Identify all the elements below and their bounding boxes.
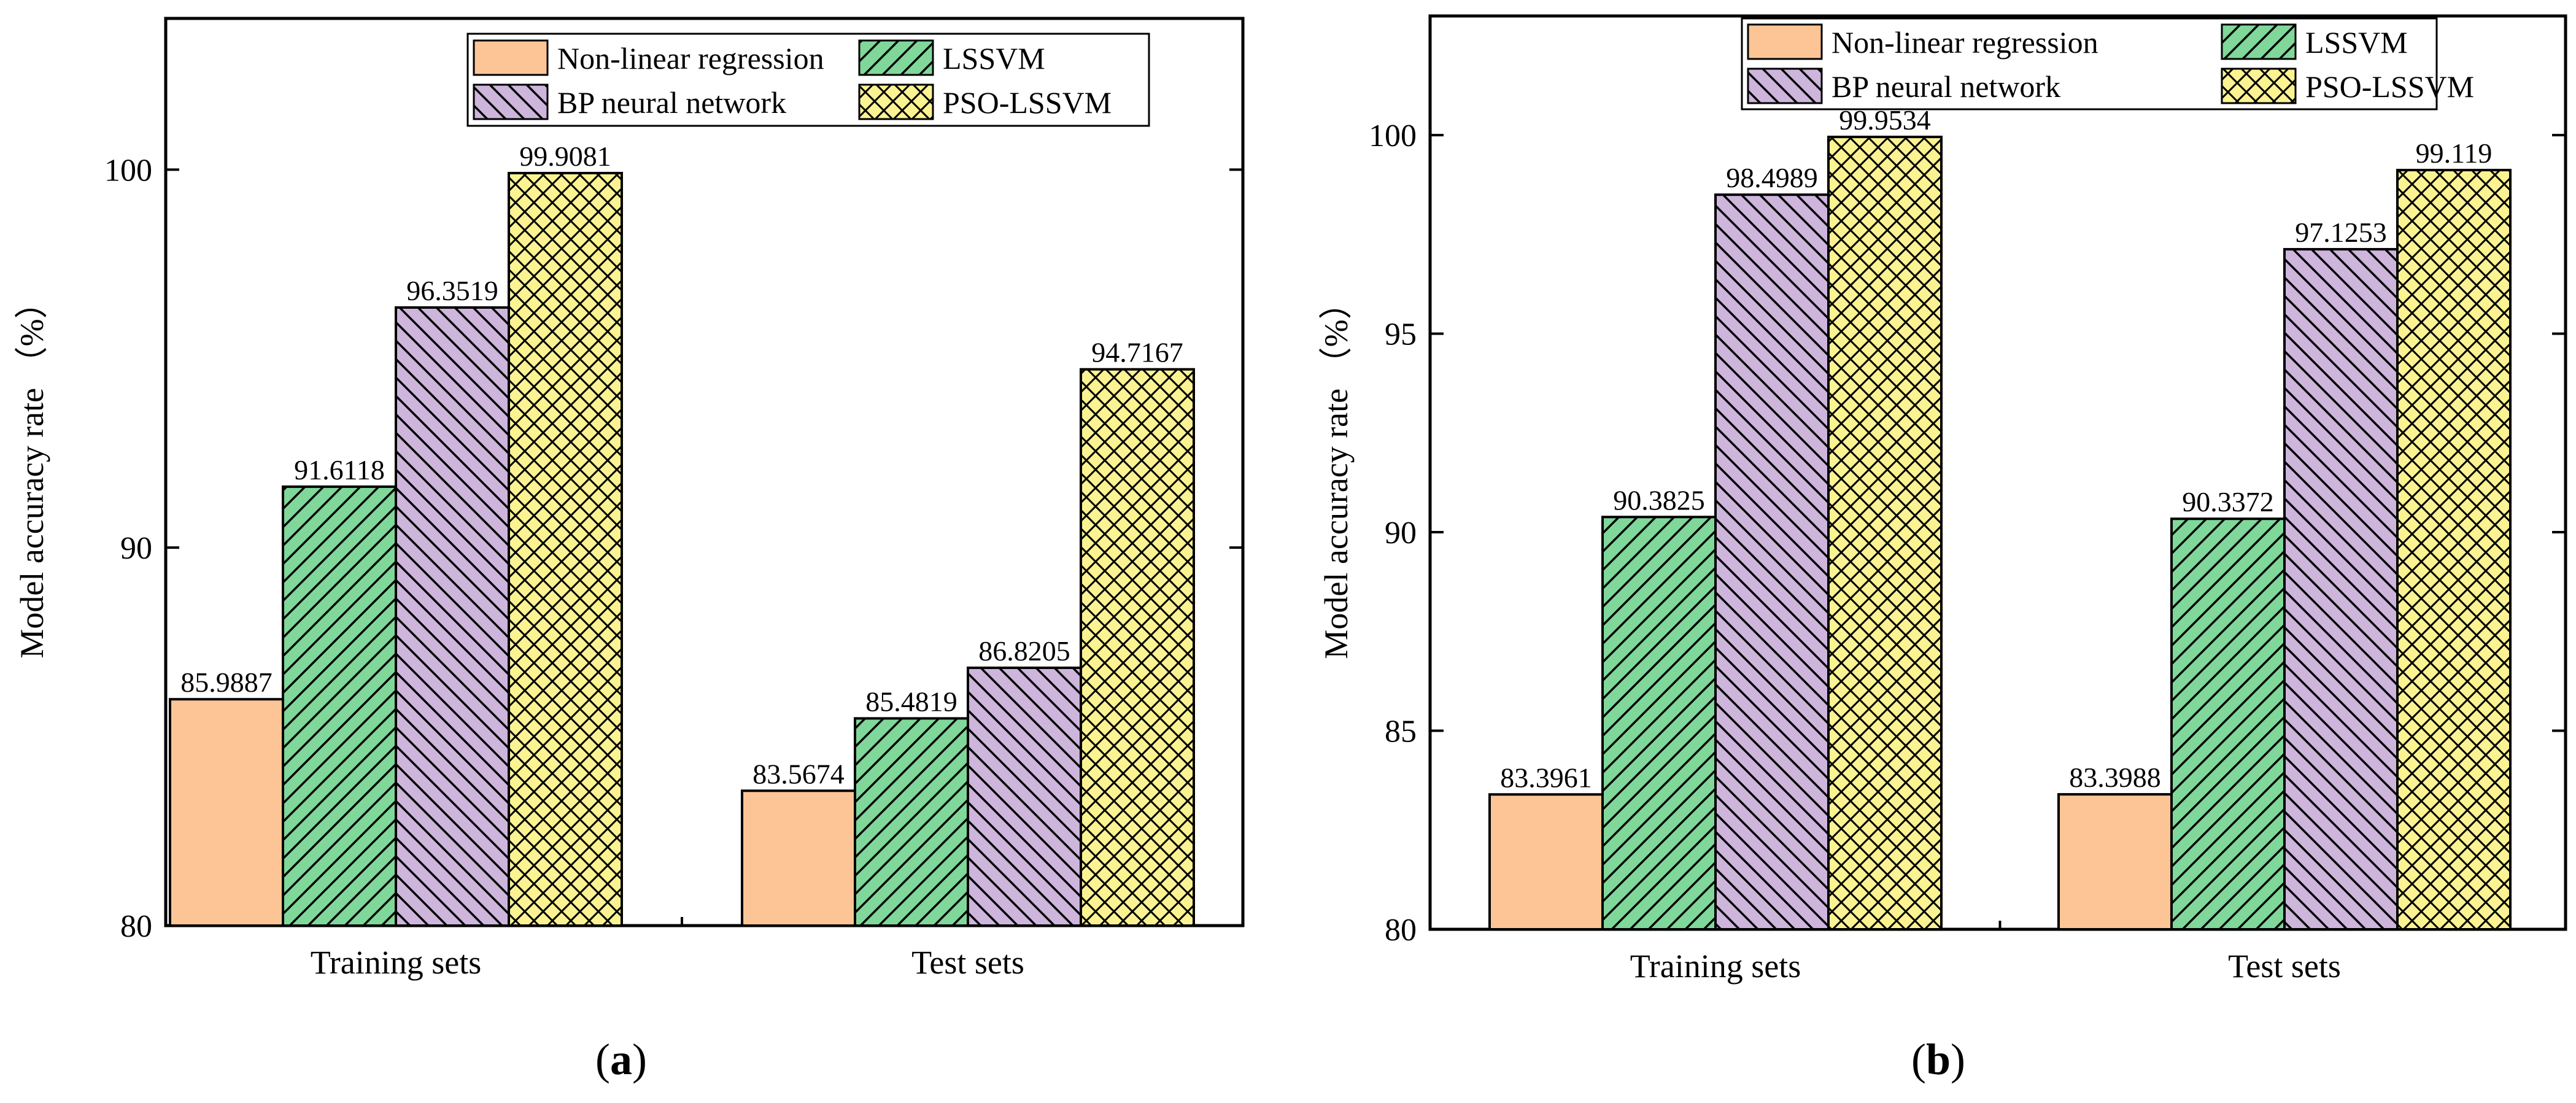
legend-b-label-nonlinear: Non-linear regression	[1831, 25, 2098, 60]
legend-b-label-bp: BP neural network	[1831, 69, 2060, 104]
y-axis-label-a: Model accuracy rate （%）	[14, 285, 50, 658]
data-label-a-lssvm-1: 85.4819	[865, 686, 957, 717]
bar-a-nonlinear-1	[741, 789, 856, 927]
legend-b-swatch-lssvm	[2221, 23, 2297, 60]
bar-b-pso-1	[2396, 169, 2512, 931]
data-label-a-lssvm-0: 91.6118	[294, 454, 385, 486]
legend-b-swatch-nonlinear	[1747, 23, 1823, 60]
bar-b-lssvm-0	[1601, 516, 1717, 931]
bar-b-nonlinear-1	[2057, 793, 2173, 931]
legend-b-label-lssvm: LSSVM	[2305, 25, 2408, 60]
x-axis-a: Training sets Test sets	[311, 912, 1024, 981]
data-label-a-nonlinear-1: 83.5674	[752, 758, 845, 789]
data-label-a-pso-0: 99.9081	[519, 141, 611, 172]
bar-b-nonlinear-0	[1488, 793, 1604, 931]
legend-a-swatch-pso	[858, 83, 934, 120]
bar-a-lssvm-0	[282, 485, 397, 927]
y-axis-label-b: Model accuracy rate （%）	[1318, 286, 1355, 659]
y-axis-b: 80 85 90 95 100	[1369, 118, 2566, 948]
y-tick-label-b-2: 90	[1385, 516, 1417, 551]
y-tick-label-b-0: 80	[1385, 913, 1417, 948]
bar-a-pso-0	[508, 171, 623, 927]
legend-b-label-pso: PSO-LSSVM	[2305, 69, 2474, 104]
y-tick-label-a-1: 90	[120, 531, 152, 566]
legend-a: Non-linear regression LSSVM BP neural ne…	[466, 33, 1150, 127]
panel-a: 80 90 100 Model accuracy rate （%） 85.9887 9…	[14, 17, 1245, 1084]
legend-a-label-pso: PSO-LSSVM	[943, 85, 1112, 120]
data-label-a-nonlinear-0: 85.9887	[180, 667, 273, 698]
data-label-b-bp-1: 97.1253	[2295, 217, 2387, 248]
bar-b-pso-0	[1827, 136, 1943, 931]
bars-b: 83.396190.382598.498999.953483.398890.33…	[1488, 104, 2512, 931]
data-label-a-bp-1: 86.8205	[978, 635, 1070, 667]
data-label-a-pso-1: 94.7167	[1091, 337, 1183, 368]
y-tick-label-b-4: 100	[1369, 118, 1417, 153]
y-axis-a: 80 90 100	[104, 153, 1243, 944]
bar-a-pso-1	[1080, 368, 1195, 927]
bar-a-bp-0	[395, 306, 510, 927]
data-label-b-pso-1: 99.119	[2416, 137, 2493, 169]
panel-b: 80 85 90 95 100 Model accuracy rate （%） 83.3…	[1318, 14, 2567, 1084]
bar-b-bp-0	[1714, 193, 1830, 931]
legend-a-swatch-nonlinear	[473, 39, 549, 76]
x-tick-label-b-1: Test sets	[2228, 948, 2341, 985]
legend-a-frame	[466, 33, 1150, 127]
data-label-b-bp-0: 98.4989	[1726, 162, 1818, 193]
x-tick-label-b-0: Training sets	[1630, 948, 1801, 985]
panel-a-letter: a	[610, 1035, 632, 1084]
y-tick-label-a-0: 80	[120, 909, 152, 944]
bar-a-lssvm-1	[854, 717, 969, 927]
plot-frame-b	[1428, 14, 2567, 931]
bar-b-lssvm-1	[2170, 517, 2286, 931]
x-axis-b: Training sets Test sets	[1630, 916, 2341, 985]
legend-a-label-bp: BP neural network	[557, 85, 786, 120]
legend-a-swatch-lssvm	[858, 39, 934, 76]
data-label-a-bp-0: 96.3519	[406, 275, 498, 306]
data-label-b-lssvm-1: 90.3372	[2182, 486, 2274, 517]
y-tick-label-b-1: 85	[1385, 714, 1417, 749]
bars-a: 85.9887 91.6118 96.3519 99.9081 83.5674 85.48…	[169, 141, 1195, 927]
panel-b-letter: b	[1926, 1035, 1951, 1084]
bar-a-bp-1	[967, 666, 1082, 927]
legend-a-label-lssvm: LSSVM	[943, 41, 1045, 75]
legend-a-label-nonlinear: Non-linear regression	[557, 41, 824, 75]
legend-b: Non-linear regression LSSVM BP neural ne…	[1741, 17, 2474, 110]
legend-b-swatch-bp	[1747, 68, 1823, 104]
y-tick-label-b-3: 95	[1385, 317, 1417, 352]
data-label-b-nonlinear-1: 83.3988	[2069, 762, 2161, 793]
legend-b-frame	[1741, 17, 2438, 110]
panel-label-a: (a)	[595, 1035, 647, 1084]
x-tick-label-a-1: Test sets	[911, 944, 1024, 981]
x-tick-label-a-0: Training sets	[311, 944, 482, 981]
legend-b-swatch-pso	[2221, 68, 2297, 104]
y-tick-label-a-2: 100	[104, 153, 152, 188]
panel-label-b: (b)	[1911, 1035, 1965, 1084]
data-label-b-nonlinear-0: 83.3961	[1500, 762, 1592, 793]
legend-a-swatch-bp	[473, 83, 549, 120]
bar-b-bp-1	[2283, 248, 2399, 931]
data-label-b-lssvm-0: 90.3825	[1613, 484, 1705, 516]
plot-frame-a	[164, 17, 1245, 927]
bar-a-nonlinear-0	[169, 698, 284, 927]
